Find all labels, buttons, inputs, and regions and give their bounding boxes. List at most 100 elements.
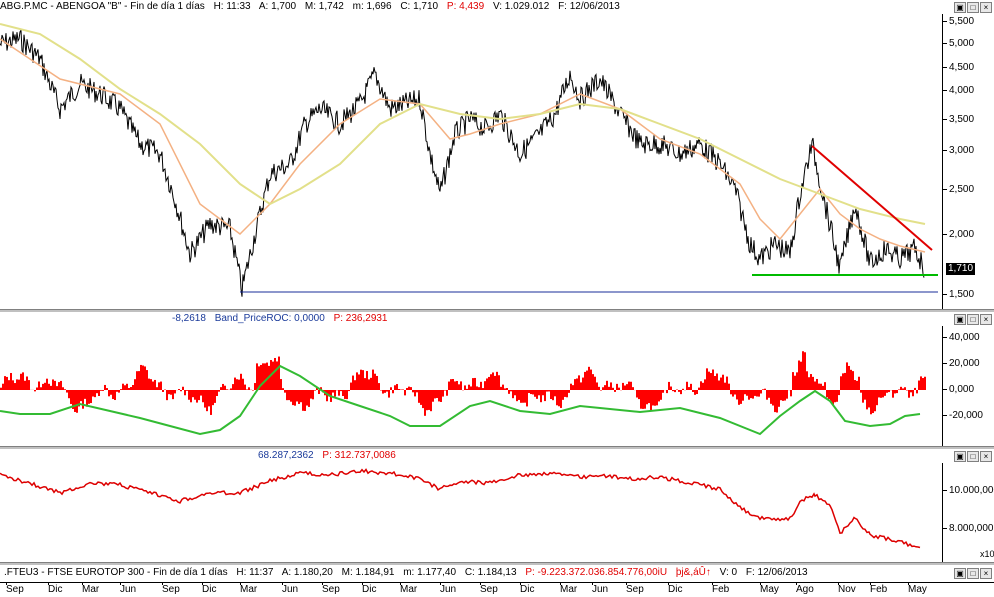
roc-panel[interactable]: -8,2618 Band_PriceROC: 0,0000 P: 236,293… [0, 312, 994, 446]
close-icon[interactable]: × [980, 568, 992, 579]
maximize-icon[interactable]: □ [967, 314, 979, 325]
roc-bar [114, 390, 116, 400]
roc-bar [716, 373, 718, 390]
roc-bar [780, 390, 782, 400]
maximize-icon[interactable]: □ [967, 568, 979, 579]
roc-bar [582, 378, 584, 390]
roc-bar [630, 382, 632, 390]
price-panel-title: ABG.P.MC - ABENGOA "B" - Fin de día 1 dí… [0, 0, 626, 14]
obv-chart[interactable] [0, 463, 943, 562]
roc-bar [552, 390, 554, 400]
roc-bar [434, 390, 436, 398]
roc-bar [40, 387, 42, 390]
obv-panel[interactable]: 68.287,2362 P: 312.737,0086 ▣ □ × 10.000… [0, 449, 994, 562]
p-field: P: 4,439 [447, 1, 484, 12]
roc-bar [124, 385, 126, 390]
roc-bar [104, 385, 106, 390]
roc-bar [288, 390, 290, 400]
roc-bar [612, 388, 614, 390]
roc-bar [206, 390, 208, 411]
roc-bar [168, 390, 170, 394]
roc-bar [656, 390, 658, 405]
time-axis-label: Jun [120, 584, 136, 595]
roc-bar [812, 377, 814, 390]
roc-bar [444, 390, 446, 391]
roc-bar [718, 381, 720, 390]
roc-bar [506, 388, 508, 390]
roc-bar [404, 390, 406, 395]
roc-bar [680, 390, 682, 394]
restore-icon[interactable]: ▣ [954, 568, 966, 579]
roc-bar [662, 390, 664, 393]
roc-bar [360, 370, 362, 390]
roc-bar [70, 390, 72, 404]
roc-bar [914, 388, 916, 390]
roc-bar [644, 390, 646, 409]
roc-bar [700, 381, 702, 390]
price-panel[interactable]: ABG.P.MC - ABENGOA "B" - Fin de día 1 dí… [0, 0, 994, 309]
roc-bar [860, 390, 862, 393]
roc-bar [766, 390, 768, 400]
roc-bar [520, 390, 522, 403]
restore-icon[interactable]: ▣ [954, 314, 966, 325]
time-axis-label: Sep [6, 584, 24, 595]
roc-chart[interactable] [0, 326, 943, 446]
roc-bar [636, 390, 638, 398]
time-axis-label: Sep [322, 584, 340, 595]
roc-bar [834, 390, 836, 402]
roc-bar [574, 379, 576, 390]
roc-bar [154, 380, 156, 390]
close-icon[interactable]: × [980, 314, 992, 325]
roc-bar [922, 378, 924, 390]
roc-bar [586, 371, 588, 390]
roc-bar [244, 385, 246, 390]
maximize-icon[interactable]: □ [967, 2, 979, 13]
time-axis-label: Nov [838, 584, 856, 595]
time-axis-label: Dic [668, 584, 682, 595]
roc-bar [564, 390, 566, 397]
roc-bar [148, 379, 150, 390]
price-chart[interactable] [0, 14, 943, 309]
roc-bar [466, 389, 468, 390]
roc-bar [838, 390, 840, 395]
roc-bar [746, 390, 748, 396]
roc-bar [46, 379, 48, 390]
roc-bar [192, 390, 194, 397]
roc-bar [226, 389, 228, 390]
roc-bar [12, 380, 14, 390]
restore-icon[interactable]: ▣ [954, 451, 966, 462]
roc-bar [762, 389, 764, 390]
roc-bar [392, 390, 394, 393]
roc-bar [912, 390, 914, 396]
roc-bar [728, 384, 730, 390]
roc-bar [882, 390, 884, 397]
close-icon[interactable]: × [980, 451, 992, 462]
roc-bar [750, 390, 752, 398]
roc-bar [438, 390, 440, 401]
roc-bar [874, 390, 876, 411]
restore-icon[interactable]: ▣ [954, 2, 966, 13]
roc-bar [204, 390, 206, 408]
roc-bar [60, 381, 62, 390]
roc-bar [120, 389, 122, 390]
roc-bar [902, 388, 904, 390]
time-axis-label: Mar [560, 584, 577, 595]
benchmark-close: C: 1.184,13 [465, 567, 517, 578]
roc-tick: 40,000 [943, 332, 980, 343]
obv-axis: 10.000,000 8.000,000 [943, 463, 994, 562]
roc-bar [52, 379, 54, 390]
roc-bar [234, 378, 236, 390]
roc-bar [712, 370, 714, 390]
roc-bar [74, 390, 76, 412]
maximize-icon[interactable]: □ [967, 451, 979, 462]
roc-bar [742, 390, 744, 401]
roc-bar [622, 383, 624, 390]
roc-bar [172, 390, 174, 399]
benchmark-high: M: 1.184,91 [342, 567, 395, 578]
roc-bar [748, 390, 750, 400]
roc-bar [792, 372, 794, 390]
roc-bar [64, 389, 66, 390]
roc-bar [894, 390, 896, 393]
benchmark-panel[interactable]: .FTEU3 - FTSE EUROTOP 300 - Fin de día 1… [0, 565, 994, 582]
close-icon[interactable]: × [980, 2, 992, 13]
